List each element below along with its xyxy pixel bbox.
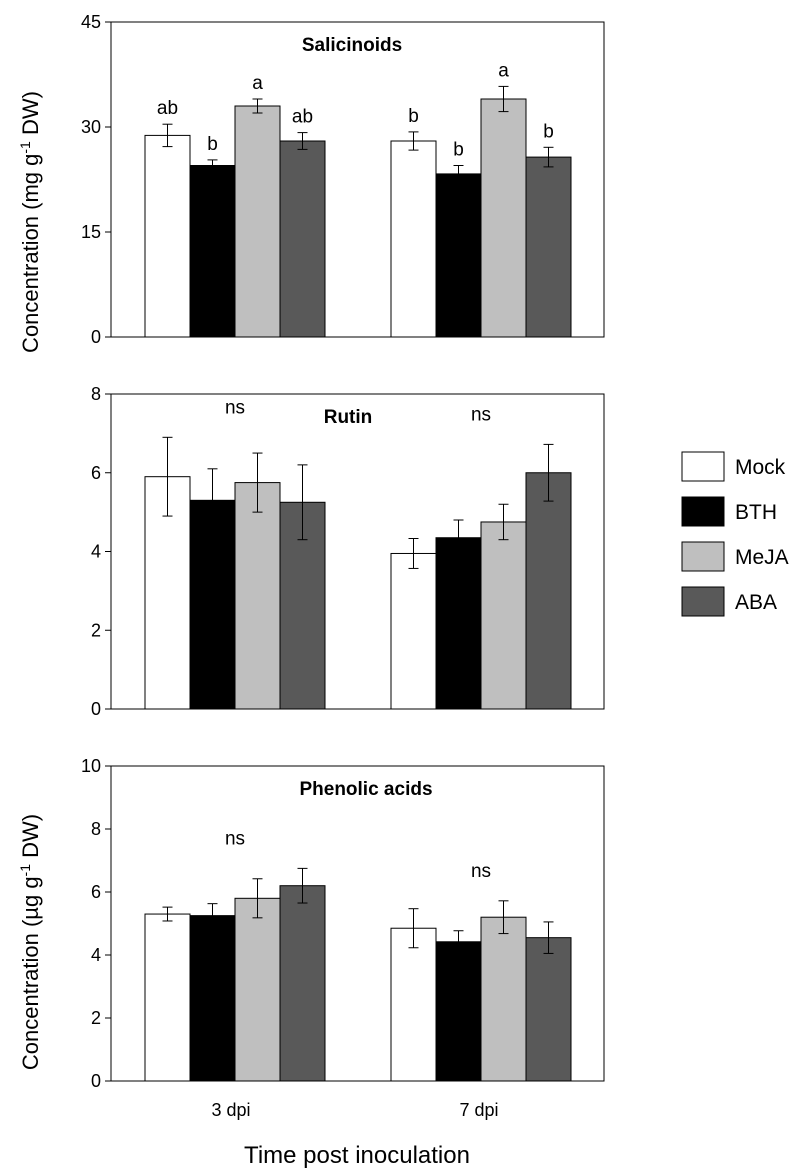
significance-labels: ab b b b a a ab b xyxy=(157,60,554,160)
bar-bth xyxy=(189,915,236,1082)
bar-aba xyxy=(279,140,326,338)
y-axis-label-mg: Concentration (mg g-1 DW) xyxy=(17,91,43,353)
y-axis-ticks: 0 15 30 45 xyxy=(81,12,111,347)
group-significance-label: ns xyxy=(225,397,245,418)
bar-mock xyxy=(144,134,191,338)
y-axis-ticks: 0 2 4 6 8 xyxy=(91,384,111,719)
y-axis-label-superscript: -1 xyxy=(17,864,33,877)
y-tick-label: 8 xyxy=(91,819,101,839)
bar-bth xyxy=(435,941,482,1082)
legend-label: ABA xyxy=(735,591,777,614)
y-tick-label: 2 xyxy=(91,1008,101,1028)
legend-swatch-mock xyxy=(681,451,725,482)
y-tick-label: 4 xyxy=(91,945,101,965)
y-tick-label: 0 xyxy=(91,699,101,719)
y-axis-label-superscript: -1 xyxy=(17,141,33,154)
bar-meja xyxy=(234,482,281,710)
legend: Mock BTH MeJA ABA xyxy=(681,451,789,617)
bar-aba xyxy=(525,472,572,710)
bar-meja xyxy=(480,521,527,710)
significance-letter: a xyxy=(252,73,263,94)
y-tick-label: 2 xyxy=(91,620,101,640)
bar-meja xyxy=(234,897,281,1082)
bar-meja xyxy=(480,98,527,338)
legend-swatch-aba xyxy=(681,586,725,617)
bar-bth xyxy=(189,165,236,338)
y-axis-label-text: Concentration (mg g xyxy=(18,154,43,353)
plot-frame xyxy=(110,765,605,1082)
y-axis-ticks: 0 2 4 6 8 10 xyxy=(81,756,111,1091)
bar-mock xyxy=(390,140,437,338)
y-axis-label-ug: Concentration (µg g-1 DW) xyxy=(17,814,43,1070)
significance-letter: ab xyxy=(292,107,313,128)
bar-meja xyxy=(234,105,281,338)
y-axis-label-text: Concentration (µg g xyxy=(18,876,43,1070)
rutin-panel: Rutin 0 2 4 6 8 ns ns xyxy=(91,384,605,719)
y-tick-label: 0 xyxy=(91,1071,101,1091)
y-tick-label: 0 xyxy=(91,327,101,347)
legend-swatch-bth xyxy=(681,496,725,527)
bar-bth xyxy=(435,173,482,338)
legend-swatch-meja xyxy=(681,541,725,572)
bar-meja xyxy=(480,916,527,1082)
y-tick-label: 15 xyxy=(81,222,101,242)
y-tick-label: 6 xyxy=(91,463,101,483)
salicinoids-panel: Salicinoids 0 15 30 45 ab b b b a a ab b xyxy=(81,12,605,347)
bar-bth xyxy=(435,537,482,710)
bars xyxy=(144,867,572,1082)
y-tick-label: 30 xyxy=(81,117,101,137)
significance-letter: ab xyxy=(157,98,178,119)
significance-labels: ns ns xyxy=(225,397,491,425)
bar-mock xyxy=(144,913,191,1082)
x-tick-label: 3 dpi xyxy=(211,1100,250,1120)
phenolic-acids-panel: Phenolic acids 0 2 4 6 8 10 ns ns xyxy=(81,756,605,1091)
significance-letter: b xyxy=(453,140,464,161)
x-tick-label: 7 dpi xyxy=(459,1100,498,1120)
bar-aba xyxy=(279,885,326,1082)
plot-frame xyxy=(110,21,605,338)
y-axis-label-text: DW) xyxy=(18,814,43,864)
bar-bth xyxy=(189,499,236,710)
y-axis-label-text: DW) xyxy=(18,91,43,141)
bars xyxy=(144,85,572,338)
panel-title: Salicinoids xyxy=(302,35,402,56)
group-significance-label: ns xyxy=(225,828,245,849)
legend-label: MeJA xyxy=(735,546,789,569)
y-tick-label: 4 xyxy=(91,542,101,562)
x-axis-label: Time post inoculation xyxy=(244,1142,470,1169)
group-significance-label: ns xyxy=(471,861,491,882)
significance-letter: b xyxy=(543,121,554,142)
group-significance-label: ns xyxy=(471,404,491,425)
legend-label: Mock xyxy=(735,456,786,479)
bar-mock xyxy=(390,552,437,710)
bars xyxy=(144,436,572,710)
significance-labels: ns ns xyxy=(225,828,491,881)
y-tick-label: 45 xyxy=(81,12,101,32)
bar-aba xyxy=(525,156,572,338)
significance-letter: b xyxy=(207,134,218,155)
bar-aba xyxy=(525,937,572,1082)
y-tick-label: 6 xyxy=(91,882,101,902)
significance-letter: a xyxy=(498,60,509,81)
panel-title: Rutin xyxy=(324,407,373,428)
panel-title: Phenolic acids xyxy=(299,779,432,800)
bar-mock xyxy=(390,927,437,1082)
y-tick-label: 8 xyxy=(91,384,101,404)
legend-label: BTH xyxy=(735,501,777,524)
significance-letter: b xyxy=(408,106,419,127)
y-tick-label: 10 xyxy=(81,756,101,776)
